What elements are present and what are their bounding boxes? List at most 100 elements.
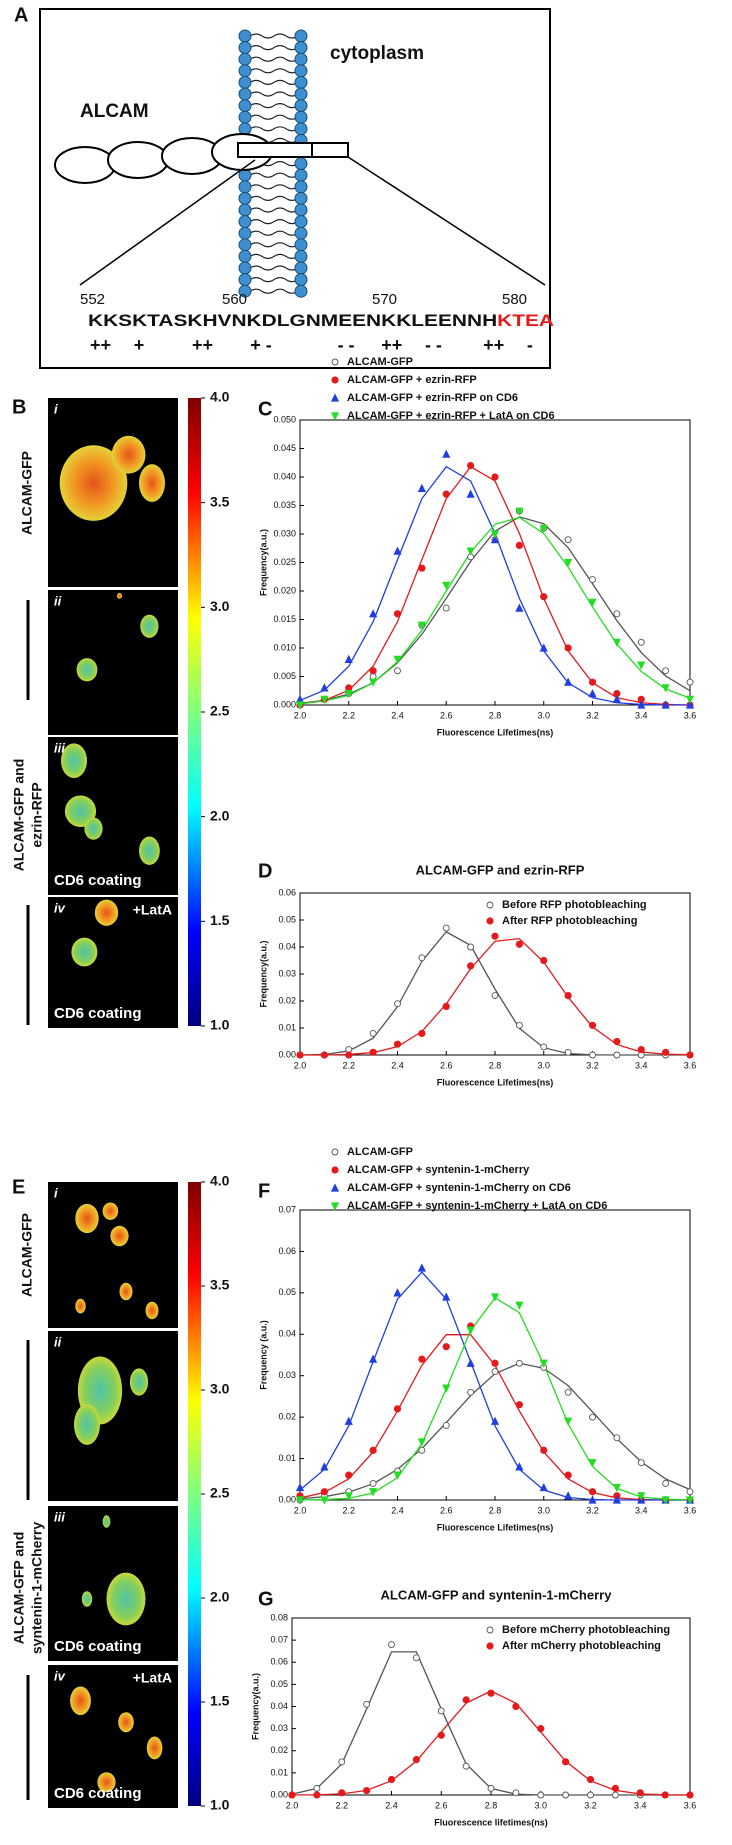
data-point bbox=[562, 1758, 570, 1766]
x-tick-label: 3.6 bbox=[684, 710, 697, 720]
cell bbox=[97, 1772, 116, 1793]
data-point bbox=[588, 678, 597, 686]
cell bbox=[116, 592, 123, 599]
data-point bbox=[369, 1029, 377, 1037]
data-point bbox=[612, 638, 621, 647]
legend-label: ALCAM-GFP + ezrin-RFP on CD6 bbox=[347, 392, 518, 404]
data-point bbox=[588, 689, 597, 698]
data-point bbox=[417, 1438, 426, 1447]
data-point bbox=[637, 638, 645, 646]
colorbar-tick-label: 4.0 bbox=[210, 389, 230, 405]
y-axis-label: Frequency(a.u.) bbox=[250, 1673, 260, 1740]
data-point bbox=[564, 644, 572, 652]
lipid-tail bbox=[249, 265, 299, 271]
data-point bbox=[369, 1446, 377, 1454]
y-tick-label: 0.000 bbox=[273, 699, 296, 709]
data-point bbox=[442, 924, 450, 932]
data-point bbox=[661, 684, 670, 693]
data-point bbox=[564, 1417, 573, 1426]
lipid-tail bbox=[249, 184, 299, 190]
data-point bbox=[442, 1421, 450, 1429]
data-point bbox=[490, 1293, 500, 1302]
x-tick-label: 3.0 bbox=[534, 1800, 547, 1810]
data-point bbox=[442, 1292, 451, 1301]
lipid-head bbox=[294, 64, 308, 78]
y-tick-label: 0.02 bbox=[270, 1745, 288, 1755]
data-point bbox=[490, 530, 500, 539]
data-point bbox=[540, 593, 548, 601]
lipid-tail bbox=[249, 195, 299, 201]
data-point bbox=[537, 1725, 545, 1733]
data-point bbox=[490, 535, 500, 544]
data-point bbox=[393, 1405, 402, 1413]
lipid-head bbox=[294, 215, 308, 229]
data-point bbox=[487, 1689, 495, 1697]
legend-label: ALCAM-GFP + syntenin-1-mCherry bbox=[347, 1164, 530, 1176]
lipid-head bbox=[294, 41, 308, 55]
panel-label: E bbox=[12, 1176, 25, 1198]
lipid-tail bbox=[249, 114, 299, 120]
data-point bbox=[437, 1707, 445, 1715]
x-tick-label: 3.6 bbox=[684, 1505, 697, 1515]
lipid-head bbox=[238, 249, 252, 263]
data-point bbox=[564, 992, 572, 1000]
panel-label: D bbox=[258, 860, 272, 882]
panel-label: G bbox=[258, 1588, 274, 1610]
data-point bbox=[487, 1784, 495, 1792]
coating-label: CD6 coating bbox=[54, 1005, 142, 1022]
data-point bbox=[418, 954, 426, 962]
data-point bbox=[393, 1471, 402, 1480]
data-point bbox=[296, 1051, 304, 1059]
data-point bbox=[320, 683, 329, 692]
lipid-head bbox=[238, 64, 252, 78]
data-point bbox=[686, 1051, 694, 1059]
image-numeral: iv bbox=[54, 1668, 66, 1683]
y-tick-label: 0.05 bbox=[278, 1287, 296, 1297]
data-point bbox=[637, 1046, 645, 1054]
data-point bbox=[320, 1462, 329, 1471]
lipid-head bbox=[238, 215, 252, 229]
lipid-head bbox=[294, 157, 308, 171]
sequence: KKSKTASKHVNKDLGNMEENKKLEENNH KTEA bbox=[88, 311, 554, 330]
data-point bbox=[661, 1496, 670, 1505]
x-tick-label: 3.4 bbox=[635, 1060, 648, 1070]
x-tick-label: 2.8 bbox=[489, 1505, 502, 1515]
lipid-head bbox=[238, 87, 252, 101]
protein-label: ALCAM bbox=[80, 101, 149, 122]
lipid-head bbox=[238, 284, 252, 298]
x-tick-label: 3.2 bbox=[586, 1060, 599, 1070]
data-point bbox=[442, 490, 450, 498]
legend-label: After mCherry photobleaching bbox=[502, 1640, 661, 1652]
y-tick-label: 0.045 bbox=[273, 443, 296, 453]
image-numeral: iv bbox=[54, 900, 66, 915]
x-tick-label: 3.2 bbox=[586, 710, 599, 720]
lipid-tail bbox=[249, 242, 299, 248]
y-tick-label: 0.08 bbox=[270, 1612, 288, 1622]
lipid-head bbox=[294, 75, 308, 89]
data-point bbox=[539, 643, 548, 652]
data-point bbox=[466, 547, 475, 556]
data-point bbox=[589, 1051, 596, 1059]
data-point bbox=[393, 655, 402, 664]
data-point bbox=[437, 1731, 445, 1739]
data-point bbox=[466, 1326, 475, 1335]
lipid-tail bbox=[249, 103, 299, 109]
lipid-tail bbox=[249, 172, 299, 178]
cell bbox=[61, 743, 87, 779]
charge: ++ bbox=[192, 335, 213, 355]
cell bbox=[102, 1515, 111, 1528]
y-tick-label: 0.015 bbox=[273, 614, 296, 624]
lipid-head bbox=[294, 180, 308, 194]
panel-label: F bbox=[258, 1180, 270, 1202]
legend-label: ALCAM-GFP + syntenin-1-mCherry + LatA on… bbox=[347, 1200, 607, 1212]
legend-marker bbox=[486, 1626, 494, 1634]
lipid-tail bbox=[249, 79, 299, 85]
colorbar-tick-label: 2.0 bbox=[210, 807, 230, 823]
fit-line bbox=[299, 465, 691, 706]
data-point bbox=[539, 524, 548, 533]
cell bbox=[102, 1202, 119, 1220]
data-point bbox=[686, 1488, 694, 1496]
data-point bbox=[442, 1002, 450, 1011]
zoom-line bbox=[347, 156, 546, 286]
data-point bbox=[685, 1496, 695, 1505]
